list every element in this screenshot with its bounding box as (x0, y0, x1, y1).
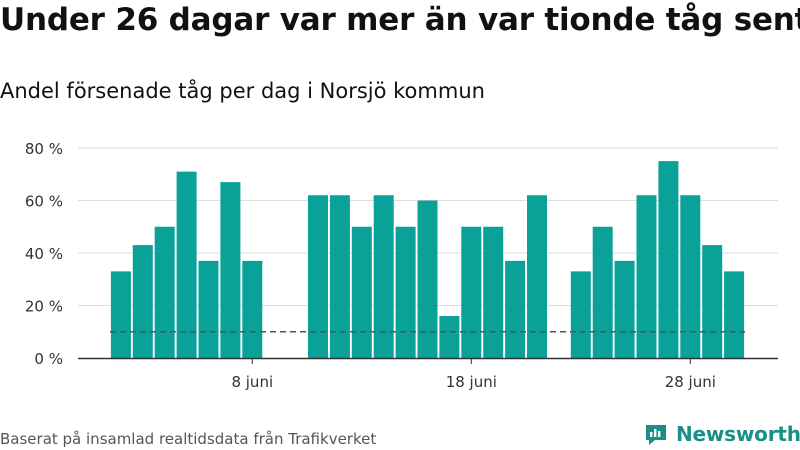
bar (220, 182, 241, 358)
brand-name: Newsworthy (676, 422, 800, 446)
y-tick-label: 0 % (34, 350, 63, 368)
brand-logo: Newsworthy (644, 420, 800, 448)
bar (132, 245, 153, 358)
bar (461, 226, 482, 358)
chart-subtitle: Andel försenade tåg per dag i Norsjö kom… (0, 79, 485, 103)
bar (505, 260, 526, 358)
bar (373, 195, 394, 358)
bar (483, 226, 504, 358)
bar (680, 195, 701, 358)
bar (570, 271, 591, 358)
bar (614, 260, 635, 358)
bar (439, 316, 460, 358)
y-tick-label: 20 % (25, 298, 63, 316)
bar (154, 226, 175, 358)
bar (176, 171, 197, 358)
bar (329, 195, 350, 358)
bar (308, 195, 328, 358)
x-tick-label: 18 juni (446, 373, 497, 391)
source-note: Baserat på insamlad realtidsdata från Tr… (0, 430, 377, 448)
y-tick-label: 60 % (25, 193, 63, 211)
bar (636, 195, 657, 358)
chart-title: Under 26 dagar var mer än var tionde tåg… (0, 2, 800, 38)
bar (110, 271, 131, 358)
bar (351, 226, 372, 358)
x-tick-label: 28 juni (665, 373, 716, 391)
bar (198, 260, 219, 358)
bar (395, 226, 416, 358)
bar (417, 200, 438, 358)
bar (658, 161, 679, 358)
x-tick-label: 8 juni (231, 373, 273, 391)
bar (724, 271, 745, 358)
y-tick-label: 80 % (25, 140, 63, 158)
bar (242, 260, 263, 358)
y-tick-label: 40 % (25, 245, 63, 263)
bar (702, 245, 723, 358)
bar (592, 226, 613, 358)
bar (527, 195, 547, 358)
newsworthy-logo-icon (646, 425, 666, 445)
